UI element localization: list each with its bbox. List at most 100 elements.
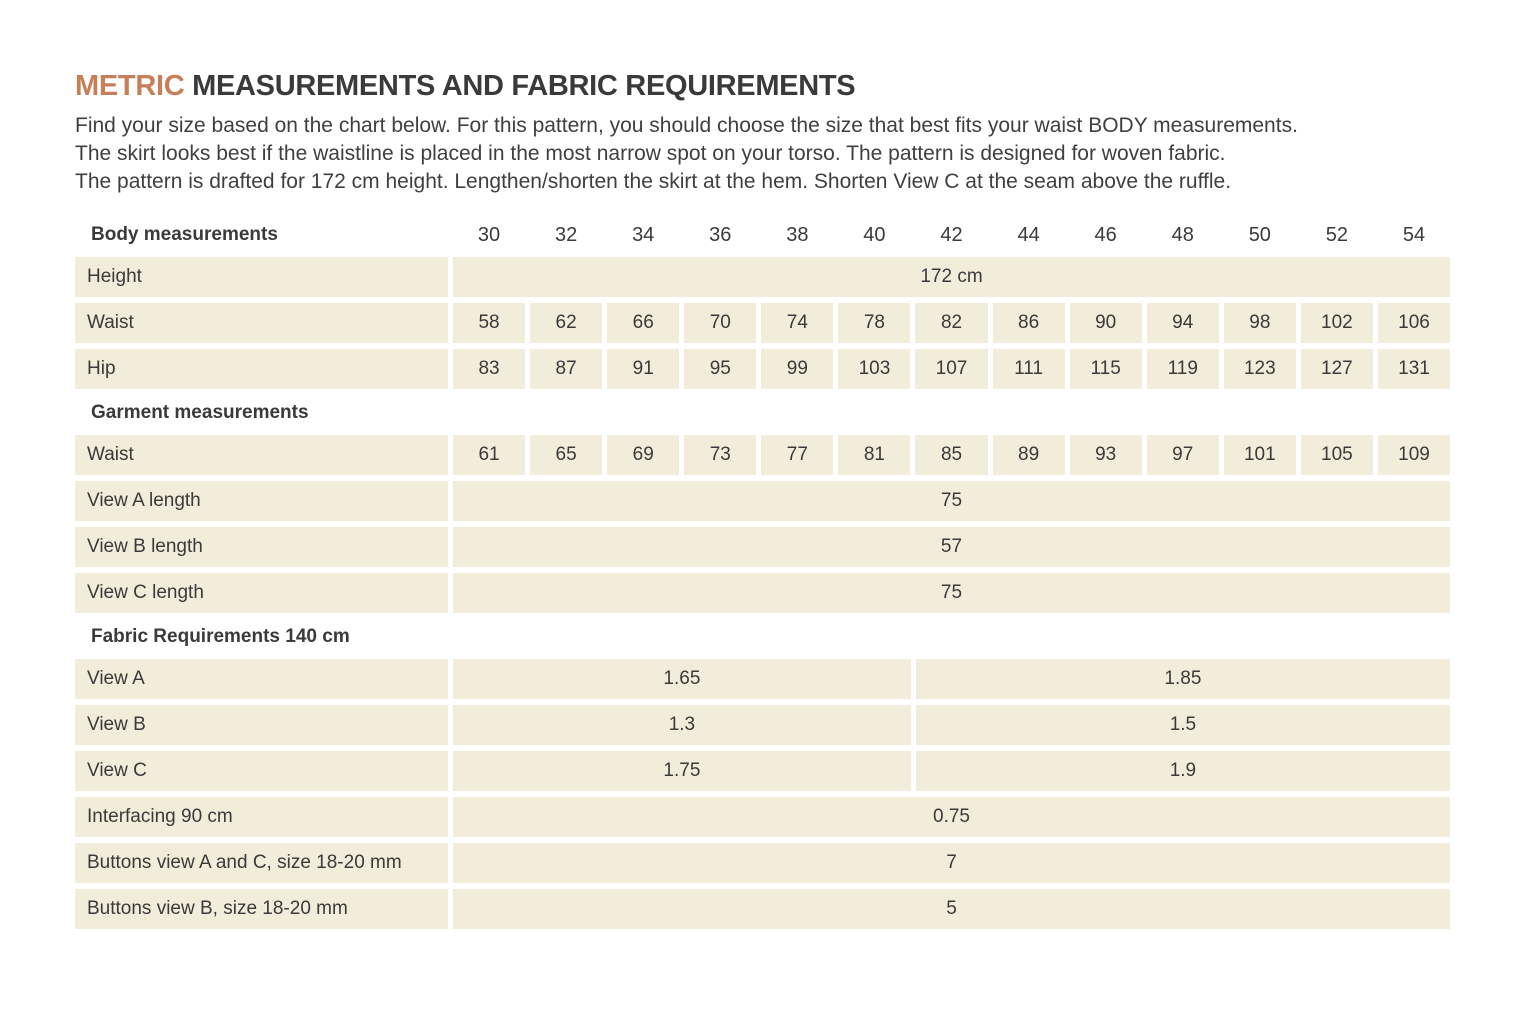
- size-label: 38: [786, 223, 809, 246]
- body-waist-value: 102: [1300, 303, 1373, 343]
- measurement-table: Body measurements 30 32 34 36 38 40 42 44 46 48 50…: [75, 217, 1451, 929]
- buttons-ac-value: 7: [453, 843, 1450, 883]
- hip-value: 131: [1377, 349, 1451, 389]
- size-label: 54: [1402, 223, 1426, 246]
- fabric-view-c-small-sizes-value: 1.75: [453, 751, 911, 791]
- interfacing-row: Interfacing 90 cm 0.75: [75, 797, 1450, 837]
- view-b-length-row: View B length 57: [75, 527, 1450, 567]
- hip-value: 119: [1146, 349, 1219, 389]
- garment-waist-value: 61: [453, 435, 526, 475]
- interfacing-label: Interfacing 90 cm: [75, 797, 448, 837]
- garment-waist-value: 69: [607, 435, 680, 475]
- hip-value: 111: [992, 349, 1065, 389]
- hip-value: 99: [761, 349, 834, 389]
- fabric-view-b-large-sizes-value: 1.5: [915, 705, 1450, 745]
- garment-waist-value: 73: [684, 435, 757, 475]
- body-waist-value: 82: [915, 303, 988, 343]
- hip-value: 91: [607, 349, 680, 389]
- page-title-accent: METRIC: [75, 70, 185, 102]
- fabric-view-c-large-sizes-value: 1.9: [915, 751, 1450, 791]
- body-waist-row: Waist 58 62 66 70 74 78 82 86 90 94 98 102 106: [75, 303, 1451, 343]
- garment-waist-row-label: Waist: [75, 435, 448, 475]
- garment-waist-value: 105: [1300, 435, 1373, 475]
- page-title: METRIC MEASUREMENTS AND FABRIC REQUIREME…: [75, 70, 1450, 103]
- body-waist-value: 74: [761, 303, 834, 343]
- view-c-length-row: View C length 75: [75, 573, 1450, 613]
- garment-waist-value: 65: [530, 435, 603, 475]
- fabric-view-a-label: View A: [75, 659, 448, 699]
- buttons-ac-label: Buttons view A and C, size 18-20 mm: [75, 843, 448, 883]
- intro-line-1: Find your size based on the chart below.…: [75, 114, 1298, 137]
- body-waist-row-label: Waist: [75, 303, 448, 343]
- body-waist-value: 58: [453, 303, 526, 343]
- fabric-section-title: Fabric Requirements 140 cm: [91, 626, 350, 647]
- view-c-length-label: View C length: [75, 573, 448, 613]
- buttons-b-label: Buttons view B, size 18-20 mm: [75, 889, 448, 929]
- hip-value: 127: [1300, 349, 1373, 389]
- body-waist-value: 86: [992, 303, 1065, 343]
- body-waist-value: 62: [530, 303, 603, 343]
- view-b-length-label: View B length: [75, 527, 448, 567]
- size-label: 34: [632, 223, 655, 246]
- fabric-view-a-large-sizes-value: 1.85: [915, 659, 1450, 699]
- hip-value: 87: [530, 349, 603, 389]
- fabric-view-b-row: View B 1.3 1.5: [75, 705, 1450, 745]
- body-waist-value: 106: [1377, 303, 1451, 343]
- intro-line-2: The skirt looks best if the waistline is…: [75, 142, 1226, 165]
- buttons-b-row: Buttons view B, size 18-20 mm 5: [75, 889, 1450, 929]
- body-waist-value: 94: [1146, 303, 1219, 343]
- hip-value: 95: [684, 349, 757, 389]
- hip-row-label: Hip: [75, 349, 448, 389]
- page: METRIC MEASUREMENTS AND FABRIC REQUIREME…: [75, 70, 1451, 929]
- size-label: 52: [1325, 223, 1349, 246]
- hip-value: 115: [1069, 349, 1142, 389]
- body-waist-value: 98: [1223, 303, 1296, 343]
- size-label: 42: [940, 223, 963, 246]
- interfacing-value: 0.75: [453, 797, 1450, 837]
- size-label: 36: [709, 223, 732, 246]
- fabric-view-a-row: View A 1.65 1.85: [75, 659, 1450, 699]
- garment-waist-row: Waist 61 65 69 73 77 81 85 89 93 97 101 105 109: [75, 435, 1451, 475]
- size-label: 44: [1017, 223, 1040, 246]
- fabric-view-c-row: View C 1.75 1.9: [75, 751, 1450, 791]
- body-waist-value: 90: [1069, 303, 1142, 343]
- page-title-rest: MEASUREMENTS AND FABRIC REQUIREMENTS: [184, 70, 856, 102]
- fabric-view-c-label: View C: [75, 751, 448, 791]
- hip-values: 83 87 91 95 99 103 107 111 115 119 123 127 131: [453, 349, 1451, 389]
- garment-waist-values: 61 65 69 73 77 81 85 89 93 97 101 105 109: [453, 435, 1451, 475]
- body-waist-values: 58 62 66 70 74 78 82 86 90 94 98 102 106: [453, 303, 1451, 343]
- view-b-length-value: 57: [453, 527, 1450, 567]
- height-row-label: Height: [75, 257, 448, 297]
- garment-waist-value: 85: [915, 435, 988, 475]
- size-label: 32: [554, 223, 578, 246]
- size-label: 40: [863, 223, 886, 246]
- garment-waist-value: 97: [1146, 435, 1219, 475]
- garment-waist-value: 101: [1223, 435, 1296, 475]
- size-label: 50: [1248, 223, 1271, 246]
- body-waist-value: 70: [684, 303, 757, 343]
- buttons-ac-row: Buttons view A and C, size 18-20 mm 7: [75, 843, 1450, 883]
- hip-value: 123: [1223, 349, 1296, 389]
- garment-waist-value: 93: [1069, 435, 1142, 475]
- garment-waist-value: 89: [992, 435, 1065, 475]
- hip-row: Hip 83 87 91 95 99 103 107 111 115 119 123 127 131: [75, 349, 1451, 389]
- fabric-section-header-row: Fabric Requirements 140 cm: [75, 619, 1450, 655]
- body-measurements-section-title: Body measurements: [91, 224, 278, 245]
- buttons-b-value: 5: [453, 889, 1450, 929]
- height-row: Height 172 cm: [75, 257, 1450, 297]
- hip-value: 107: [915, 349, 988, 389]
- fabric-view-b-small-sizes-value: 1.3: [453, 705, 911, 745]
- view-a-length-row: View A length 75: [75, 481, 1450, 521]
- garment-waist-value: 77: [761, 435, 834, 475]
- garment-waist-value: 81: [838, 435, 911, 475]
- size-labels: 30 32 34 36 38 40 42 44 46 48 50 52 54: [453, 217, 1450, 253]
- garment-waist-value: 109: [1377, 435, 1451, 475]
- size-label: 48: [1171, 223, 1194, 246]
- fabric-view-b-label: View B: [75, 705, 448, 745]
- height-value: 172 cm: [453, 257, 1450, 297]
- view-a-length-label: View A length: [75, 481, 448, 521]
- intro-line-3: The pattern is drafted for 172 cm height…: [75, 170, 1232, 193]
- view-c-length-value: 75: [453, 573, 1450, 613]
- body-waist-value: 66: [607, 303, 680, 343]
- fabric-view-a-small-sizes-value: 1.65: [453, 659, 911, 699]
